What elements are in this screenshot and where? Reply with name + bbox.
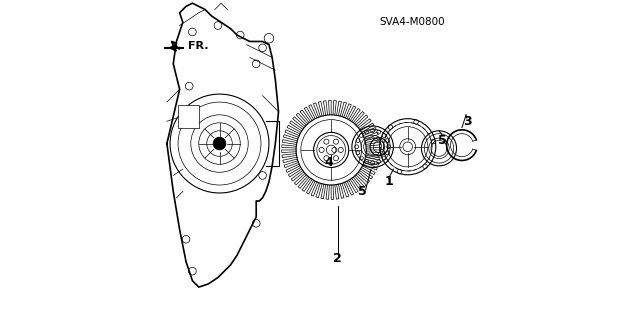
Text: FR.: FR.: [188, 41, 208, 51]
Text: 2: 2: [333, 252, 342, 265]
Text: 1: 1: [384, 175, 393, 188]
Circle shape: [213, 137, 226, 150]
Bar: [178, 105, 199, 128]
Text: 3: 3: [463, 115, 472, 128]
Text: 5: 5: [438, 134, 447, 147]
Text: 4: 4: [324, 156, 333, 169]
Text: 5: 5: [358, 185, 367, 198]
Text: SVA4-M0800: SVA4-M0800: [380, 17, 445, 27]
